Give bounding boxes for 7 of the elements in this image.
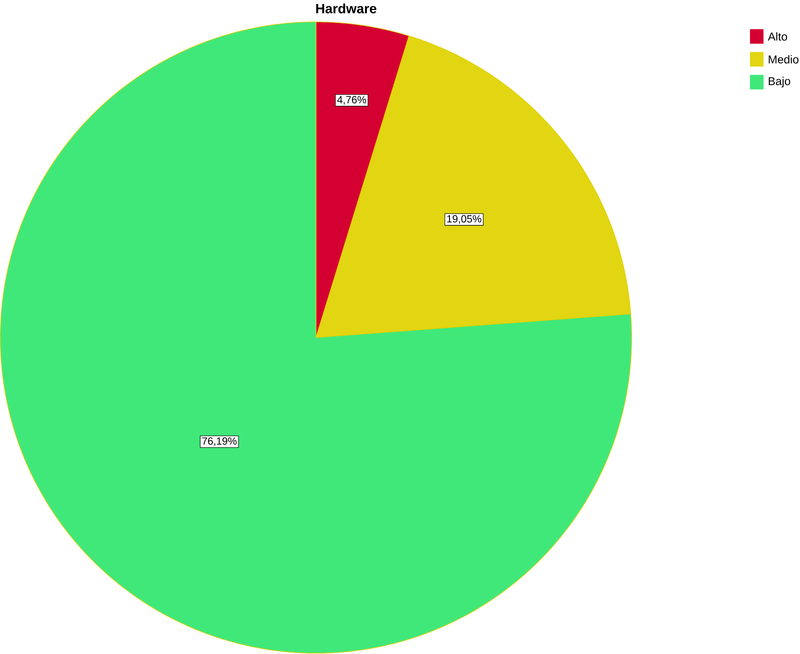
data-label: 4,76%	[337, 96, 366, 105]
data-label: 76,19%	[202, 438, 237, 446]
legend-label: Bajo	[768, 77, 790, 88]
data-label: 19,05%	[447, 215, 482, 224]
chart-title: Hardware	[316, 4, 376, 14]
legend-label: Medio	[768, 55, 798, 64]
legend-label: Alto	[768, 32, 788, 41]
